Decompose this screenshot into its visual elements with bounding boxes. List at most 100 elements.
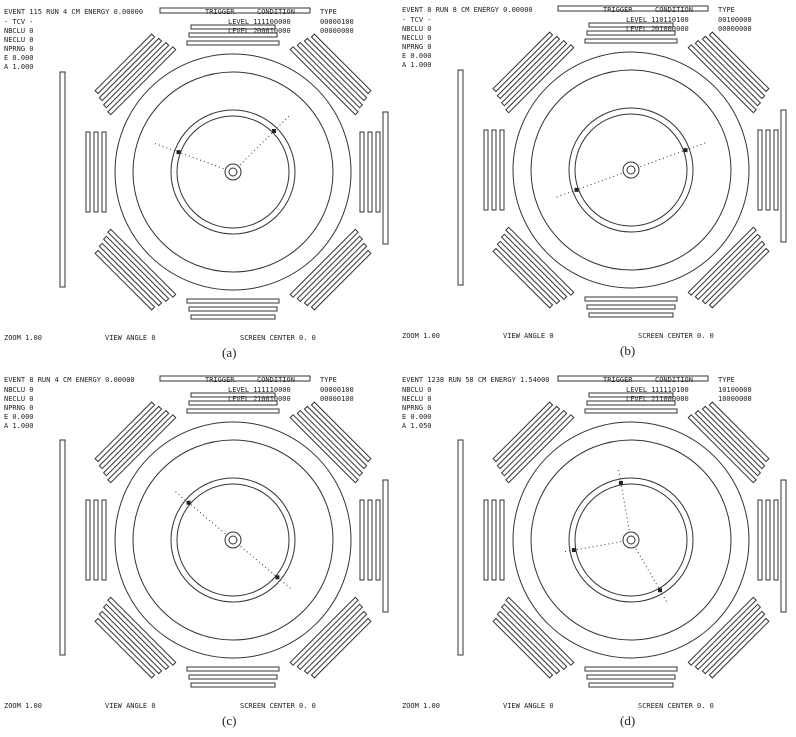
detector-bar: [695, 41, 760, 106]
detector-ring: [171, 110, 295, 234]
detector-bar: [484, 500, 488, 580]
column-header: CONDITION: [257, 8, 295, 16]
column-header: TRIGGER: [603, 376, 633, 384]
column-header: TYPE: [718, 376, 735, 384]
detector-bar: [290, 415, 358, 483]
level-cell: 01000000: [655, 25, 689, 33]
detector-bar: [493, 618, 552, 677]
level-cell: 11000000: [655, 395, 689, 403]
panel-caption: (b): [620, 343, 635, 358]
detector-bar: [774, 500, 778, 580]
info-line: NBCLU 0: [4, 386, 34, 394]
detector-bar: [104, 236, 169, 301]
detector-ring: [513, 422, 749, 658]
info-line: NBCLU 0: [402, 386, 432, 394]
detector-bar: [290, 229, 358, 297]
track: [636, 549, 668, 604]
detector-bar: [766, 130, 770, 210]
level-cell: 00000100: [320, 395, 354, 403]
info-line: NBCLU 0: [4, 27, 34, 35]
detector-ring: [133, 440, 333, 640]
detector-bar: [86, 500, 90, 580]
outer-bar: [458, 440, 463, 655]
detector-bar: [506, 415, 574, 483]
detector-bar: [104, 604, 169, 669]
detector-bar: [189, 675, 277, 679]
info-line: A 1.050: [402, 422, 432, 430]
detector-bar: [94, 500, 98, 580]
hit: [684, 148, 688, 152]
level-cell: LEVEL 2: [228, 27, 258, 35]
detector-bar: [492, 130, 496, 210]
track: [175, 491, 226, 533]
detector-bar: [497, 36, 559, 98]
detector-bar: [360, 500, 364, 580]
detector-ring: [177, 484, 289, 596]
footer-text: VIEW ANGLE 0: [105, 702, 156, 710]
detector-bar: [99, 243, 161, 305]
hit: [272, 129, 276, 133]
figure: EVENT 115 RUN 4 CM ENERGY 0.00000TRIGGER…: [0, 0, 796, 737]
track: [241, 546, 293, 590]
detector-bar: [304, 611, 366, 673]
detector-bar: [500, 130, 504, 210]
detector-bar: [585, 39, 677, 43]
detector-bar: [376, 500, 380, 580]
detector-bar: [695, 411, 760, 476]
info-line: - TCV -: [4, 18, 34, 26]
detector-bar: [368, 132, 372, 212]
event-header: EVENT 8 RUN 8 CM ENERGY 0.00000: [402, 6, 533, 14]
detector-bar: [360, 132, 364, 212]
detector-bar: [702, 36, 764, 98]
hit: [619, 481, 623, 485]
detector-bar: [311, 250, 370, 309]
outer-bar: [383, 480, 388, 612]
footer-text: VIEW ANGLE 0: [105, 334, 156, 342]
event-display: EVENT 1238 RUN 58 CM ENERGY 1.54000TRIGG…: [402, 376, 786, 728]
detector-ring: [513, 52, 749, 288]
detector-bar: [709, 402, 768, 461]
level-cell: LEVEL 2: [626, 25, 656, 33]
info-line: NPRNG 0: [4, 404, 34, 412]
outer-bar: [781, 480, 786, 612]
event-header: EVENT 8 RUN 4 CM ENERGY 0.00000: [4, 376, 135, 384]
detector-bar: [589, 683, 673, 687]
tracks: [564, 470, 668, 604]
level-cell: 10010000: [257, 395, 291, 403]
column-header: TRIGGER: [205, 376, 235, 384]
detector-bar: [95, 34, 154, 93]
detector-bar: [695, 234, 760, 299]
detector-bar: [497, 241, 559, 303]
detector-bar: [99, 38, 161, 100]
detector-bar: [94, 132, 98, 212]
detector-ring: [575, 484, 687, 596]
tracks: [175, 491, 293, 590]
outer-bar: [60, 440, 65, 655]
info-line: A 1.000: [402, 61, 432, 69]
detector-ring: [623, 162, 639, 178]
detector-bar: [709, 248, 768, 307]
detector-ring: [225, 164, 241, 180]
event-display: EVENT 8 RUN 4 CM ENERGY 0.00000TRIGGERCO…: [4, 376, 388, 728]
detector-bar: [104, 411, 169, 476]
track: [640, 142, 707, 166]
level-cell: 00010000: [257, 27, 291, 35]
detector-bar: [376, 132, 380, 212]
detector-ring: [569, 108, 693, 232]
detector-bar: [95, 250, 154, 309]
track: [555, 173, 622, 197]
detector-bar: [709, 618, 768, 677]
info-line: NECLU 0: [402, 34, 432, 42]
column-header: TYPE: [320, 376, 337, 384]
detector-ring: [229, 168, 237, 176]
detector-bar: [297, 604, 362, 669]
detector-bar: [95, 618, 154, 677]
detector-bar: [688, 597, 756, 665]
detector-ring: [531, 70, 731, 270]
detector-bar: [484, 130, 488, 210]
detector-bar: [304, 38, 366, 100]
detector-bar: [695, 604, 760, 669]
info-line: NECLU 0: [4, 36, 34, 44]
panel-caption: (a): [222, 345, 236, 360]
